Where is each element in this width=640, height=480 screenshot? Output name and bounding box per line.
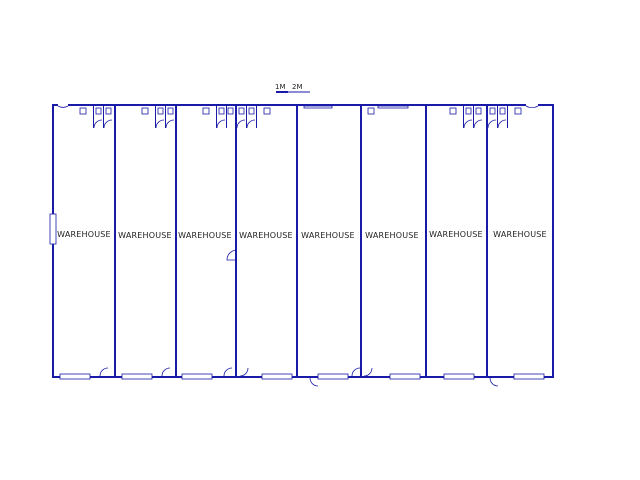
- wc-partition: [497, 106, 498, 128]
- toilet-icon: [465, 107, 472, 115]
- toilet-icon: [499, 107, 506, 115]
- door-swing: [473, 119, 483, 129]
- door-swing: [239, 367, 249, 377]
- east-wall: [552, 104, 554, 378]
- door-swing: [223, 367, 233, 377]
- door-swing: [246, 119, 256, 129]
- toilet-icon: [167, 107, 174, 115]
- wc-partition: [93, 106, 94, 128]
- roller-door: [59, 373, 91, 380]
- toilet-icon: [238, 107, 245, 115]
- window-strip: [303, 105, 333, 109]
- partition-wall: [175, 104, 177, 378]
- door-swing: [103, 119, 113, 129]
- window-strip: [377, 105, 409, 109]
- door-swing: [487, 119, 497, 129]
- north-wall: [52, 104, 58, 106]
- door-swing: [497, 119, 507, 129]
- ablution-blocks: [79, 105, 522, 129]
- door-swing: [165, 119, 175, 129]
- scale-label-1m: 1M: [275, 83, 286, 91]
- toilet-icon: [157, 107, 164, 115]
- north-wall: [188, 104, 298, 106]
- room-label-warehouse-1: WAREHOUSE: [57, 230, 111, 239]
- north-wall: [538, 104, 554, 106]
- toilet-icon: [105, 107, 112, 115]
- door-swing: [463, 119, 473, 129]
- room-label-warehouse-2: WAREHOUSE: [118, 231, 172, 240]
- door-swing: [93, 119, 103, 129]
- room-label-warehouse-4: WAREHOUSE: [239, 231, 293, 240]
- roller-door: [513, 373, 545, 380]
- door-swing: [99, 367, 109, 377]
- roller-door: [261, 373, 293, 380]
- wc-partition: [216, 106, 217, 128]
- wc-partition: [473, 106, 474, 128]
- south-wall: [52, 376, 554, 378]
- scale-bar-segment-1: [276, 91, 288, 93]
- toilet-icon: [475, 107, 482, 115]
- partition-wall: [425, 104, 427, 378]
- basin-icon: [79, 107, 87, 115]
- north-wall: [298, 104, 360, 106]
- wc-partition: [165, 106, 166, 128]
- basin-icon: [141, 107, 149, 115]
- roller-door: [389, 373, 421, 380]
- basin-icon: [449, 107, 457, 115]
- partition-wall: [114, 104, 116, 378]
- roller-door: [317, 373, 349, 380]
- north-wall: [68, 104, 188, 106]
- outer-walls: [52, 104, 554, 378]
- west-window: [49, 213, 57, 245]
- south-openings: [59, 367, 545, 387]
- door-swing: [489, 377, 499, 387]
- wc-partition: [256, 106, 257, 128]
- wc-partition: [507, 106, 508, 128]
- door-swing: [351, 367, 361, 377]
- partition-walls: [114, 104, 488, 378]
- door-swing: [309, 377, 319, 387]
- door-swing: [57, 105, 69, 108]
- toilet-icon: [227, 107, 234, 115]
- door-swing: [155, 119, 165, 129]
- north-wall: [426, 104, 526, 106]
- toilet-icon: [489, 107, 496, 115]
- roller-door: [181, 373, 213, 380]
- door-swing: [161, 367, 171, 377]
- wc-partition: [246, 106, 247, 128]
- wc-partition: [155, 106, 156, 128]
- room-label-warehouse-3: WAREHOUSE: [178, 231, 232, 240]
- roller-door: [121, 373, 153, 380]
- wc-partition: [226, 106, 227, 128]
- basin-icon: [367, 107, 375, 115]
- basin-icon: [263, 107, 271, 115]
- door-swing: [216, 119, 226, 129]
- room-label-warehouse-5: WAREHOUSE: [301, 231, 355, 240]
- partition-wall: [486, 104, 488, 378]
- door-swing: [525, 105, 539, 108]
- partition-wall: [235, 104, 237, 378]
- partition-wall: [296, 104, 298, 378]
- toilet-icon: [248, 107, 255, 115]
- room-labels: WAREHOUSE WAREHOUSE WAREHOUSE WAREHOUSE …: [57, 230, 547, 240]
- north-wall: [360, 104, 426, 106]
- scale-bar: 1M 2M: [275, 83, 310, 93]
- basin-icon: [202, 107, 210, 115]
- north-doors: [57, 105, 539, 108]
- toilet-icon: [218, 107, 225, 115]
- scale-label-2m: 2M: [292, 83, 303, 91]
- door-swing: [236, 119, 246, 129]
- room-label-warehouse-8: WAREHOUSE: [493, 230, 547, 239]
- interior-door-swing: [226, 249, 238, 261]
- door-swing: [363, 367, 373, 377]
- partition-wall: [360, 104, 362, 378]
- wc-partition: [463, 106, 464, 128]
- wc-partition: [103, 106, 104, 128]
- toilet-icon: [95, 107, 102, 115]
- room-label-warehouse-6: WAREHOUSE: [365, 231, 419, 240]
- room-label-warehouse-7: WAREHOUSE: [429, 230, 483, 239]
- roller-door: [443, 373, 475, 380]
- basin-icon: [514, 107, 522, 115]
